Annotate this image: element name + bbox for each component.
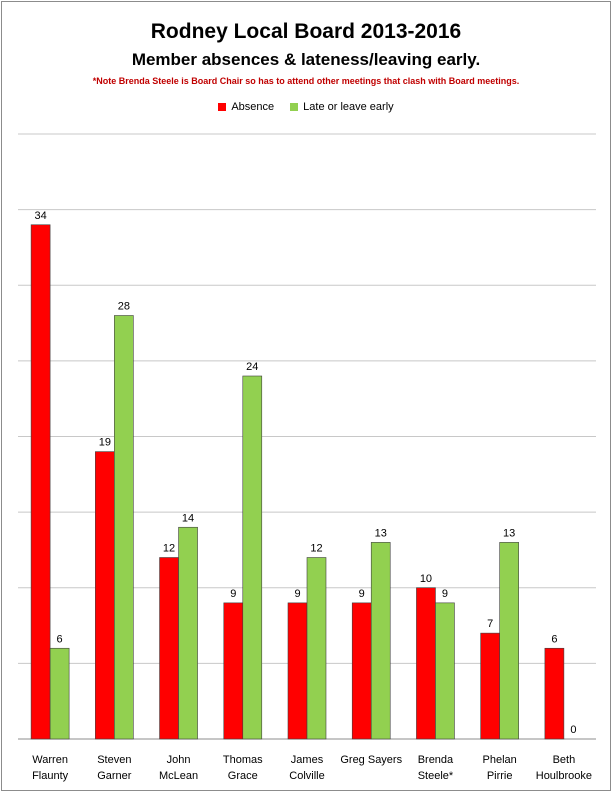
bar-late-6 (435, 602, 455, 740)
chart-legend: Absence Late or leave early (2, 101, 610, 113)
data-label-late-1: 28 (118, 301, 130, 313)
bar-late-4 (306, 557, 327, 740)
category-label-3-0: Thomas (223, 754, 263, 766)
bar-absence-4 (287, 602, 308, 740)
chart-note: *Note Brenda Steele is Board Chair so ha… (92, 76, 520, 86)
category-label-2-0: John (167, 754, 191, 766)
legend-swatch-late (290, 103, 299, 111)
bar-absence-3 (223, 602, 244, 740)
bar-absence-1 (95, 451, 115, 740)
category-label-0-0: Warren (32, 754, 68, 766)
bar-late-7 (499, 542, 519, 740)
data-label-absence-3: 9 (230, 588, 236, 600)
data-label-late-7: 13 (503, 527, 515, 539)
data-label-late-6: 9 (442, 588, 448, 600)
data-label-absence-7: 7 (487, 618, 493, 630)
data-label-absence-8: 6 (551, 633, 557, 645)
data-label-absence-1: 19 (99, 437, 111, 449)
bar-late-0 (49, 647, 70, 740)
category-label-7-0: Phelan (483, 754, 517, 766)
category-label-1-1: Garner (97, 770, 132, 782)
bar-absence-7 (480, 632, 500, 740)
category-label-6-0: Brenda (418, 754, 454, 766)
category-label-7-1: Pirrie (487, 770, 513, 782)
bar-late-3 (242, 375, 263, 740)
bar-late-2 (178, 526, 198, 740)
category-label-6-1: Steele* (418, 770, 454, 782)
category-label-4-0: James (291, 754, 324, 766)
data-label-late-5: 13 (375, 527, 387, 539)
data-label-late-0: 6 (57, 633, 63, 645)
bar-absence-5 (351, 602, 372, 740)
data-label-absence-0: 34 (34, 210, 46, 222)
category-label-8-1: Houlbrooke (536, 770, 592, 782)
data-label-late-2: 14 (182, 512, 194, 524)
chart-title: Rodney Local Board 2013-2016 (150, 20, 462, 43)
chart-subtitle: Member absences & lateness/leaving early… (131, 50, 481, 69)
data-label-absence-4: 9 (294, 588, 300, 600)
legend-label-late: Late or leave early (303, 101, 394, 113)
category-label-2-1: McLean (159, 770, 198, 782)
data-label-absence-2: 12 (163, 543, 175, 555)
data-label-absence-5: 9 (359, 588, 365, 600)
data-label-late-4: 12 (310, 543, 322, 555)
legend-swatch-absence (218, 103, 227, 111)
bar-late-1 (114, 315, 134, 740)
category-label-4-1: Colville (289, 770, 324, 782)
category-label-0-1: Flaunty (32, 770, 69, 782)
category-label-1-0: Steven (97, 754, 131, 766)
data-label-late-3: 24 (246, 361, 258, 373)
category-label-3-1: Grace (228, 770, 258, 782)
bar-absence-2 (159, 557, 179, 740)
bar-late-5 (370, 542, 391, 740)
bar-absence-6 (416, 587, 436, 740)
category-label-8-0: Beth (553, 754, 576, 766)
legend-item-absence: Absence (218, 101, 274, 113)
data-label-absence-6: 10 (420, 573, 432, 585)
bar-absence-0 (30, 224, 51, 740)
legend-item-late: Late or leave early (290, 101, 394, 113)
legend-label-absence: Absence (231, 101, 275, 113)
data-label-late-8: 0 (570, 724, 576, 736)
category-label-5-0: Greg Sayers (340, 754, 402, 766)
bar-absence-8 (544, 647, 565, 740)
